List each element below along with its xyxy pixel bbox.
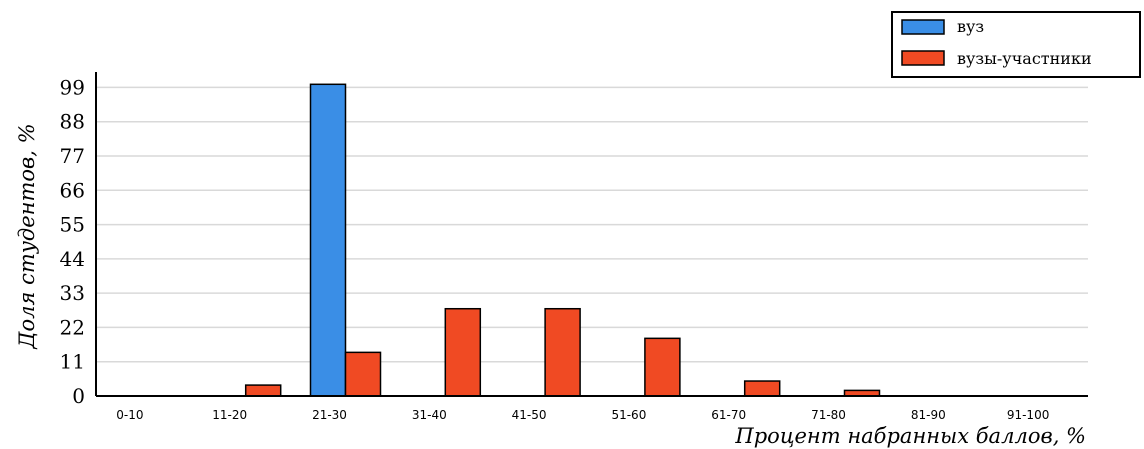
y-tick-label: 11 [60, 350, 85, 374]
axes [95, 72, 1088, 397]
bars [244, 83, 881, 397]
grid-lines [96, 86, 1088, 363]
y-tick-label: 44 [60, 247, 85, 271]
x-tick-label: 21-30 [312, 408, 347, 422]
x-tick-label: 61-70 [711, 408, 746, 422]
x-tick-label: 31-40 [412, 408, 447, 422]
legend-swatch-vuz [901, 19, 945, 35]
bar-vuz-21-30 [309, 83, 347, 397]
bar-vuzy-uchastniki-11-20 [244, 384, 282, 397]
y-tick-label: 22 [60, 315, 85, 339]
x-tick-label: 71-80 [811, 408, 846, 422]
y-tick-labels: 0 11 22 33 44 55 66 77 88 99 [60, 75, 85, 408]
y-tick-label: 55 [60, 213, 85, 237]
y-tick-label: 99 [60, 75, 85, 99]
legend-label-vuzy-uchastniki: вузы-участники [957, 49, 1092, 68]
bar-vuzy-uchastniki-61-70 [743, 380, 781, 397]
bar-vuzy-uchastniki-41-50 [544, 307, 581, 397]
y-axis-title: Доля студентов, % [15, 123, 39, 349]
bar-vuzy-uchastniki-51-60 [644, 337, 681, 397]
legend-swatch-vuzy-uchastniki [901, 50, 945, 66]
y-tick-label: 33 [60, 281, 85, 305]
y-tick-label: 0 [72, 384, 85, 408]
x-tick-labels: 0-10 11-20 21-30 31-40 41-50 51-60 61-70 71-80 8… [116, 408, 1049, 422]
bar-vuzy-uchastniki-31-40 [444, 307, 482, 397]
x-axis-title: Процент набранных баллов, % [734, 424, 1086, 448]
x-tick-label: 91-100 [1007, 408, 1050, 422]
x-tick-label: 11-20 [212, 408, 247, 422]
legend: вуз вузы-участники [891, 11, 1141, 78]
legend-label-vuz: вуз [957, 17, 984, 36]
x-tick-label: 51-60 [611, 408, 646, 422]
x-tick-label: 41-50 [512, 408, 547, 422]
x-tick-label: 81-90 [911, 408, 946, 422]
y-tick-label: 66 [60, 178, 85, 202]
bar-vuzy-uchastniki-21-30 [344, 351, 382, 397]
y-tick-label: 77 [60, 144, 85, 168]
x-tick-label: 0-10 [116, 408, 143, 422]
y-tick-label: 88 [60, 110, 85, 134]
